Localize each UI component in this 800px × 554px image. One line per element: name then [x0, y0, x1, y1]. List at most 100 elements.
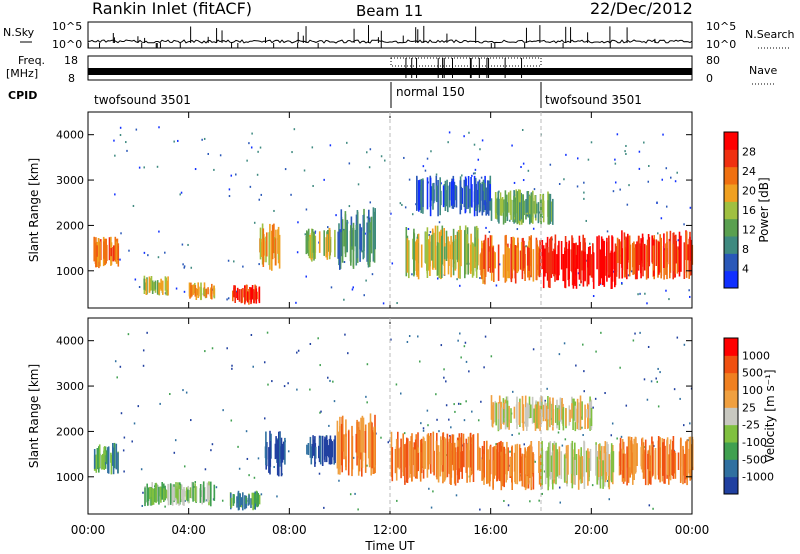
range-gate-streak [483, 183, 486, 201]
range-gate-streak [232, 290, 234, 302]
velocity-colorbar-tick-label: 100 [742, 384, 763, 397]
range-gate-streak [507, 447, 509, 472]
range-gate-streak [313, 231, 315, 261]
colorbar-swatch [724, 442, 738, 460]
range-gate-streak [618, 242, 621, 279]
range-gate-streak [252, 492, 254, 511]
scatter-speck [459, 284, 461, 287]
scatter-speck [193, 485, 195, 488]
scatter-speck [357, 508, 359, 511]
range-gate-streak [245, 496, 247, 504]
range-gate-streak [685, 441, 687, 480]
scatter-speck [495, 284, 498, 287]
scatter-speck [366, 151, 368, 154]
range-gate-streak [496, 198, 499, 214]
scatter-speck [582, 343, 584, 346]
range-gate-streak [210, 287, 212, 299]
scatter-speck [440, 182, 442, 185]
scatter-speck [284, 168, 287, 171]
scatter-speck [608, 498, 611, 501]
range-gate-streak [514, 245, 516, 279]
scatter-speck [435, 393, 437, 396]
scatter-speck [293, 128, 296, 131]
range-gate-streak [597, 460, 600, 477]
scatter-speck [290, 193, 292, 196]
range-gate-streak [150, 276, 153, 291]
scatter-speck [114, 360, 117, 363]
scatter-speck [190, 266, 193, 269]
scatter-speck [253, 221, 256, 224]
range-gate-streak [314, 446, 317, 459]
range-gate-streak [356, 210, 359, 259]
scatter-speck [627, 274, 630, 277]
scatter-speck [258, 198, 261, 201]
range-gate-streak [590, 254, 593, 278]
range-gate-streak [512, 241, 514, 269]
scatter-speck [332, 380, 334, 383]
range-gate-streak [547, 451, 550, 487]
colorbar-swatch [724, 459, 738, 478]
scatter-speck [183, 290, 186, 293]
velocity-colorbar: 1000 500 100 25 -25 -100 -500 -1000 [723, 337, 774, 495]
range-gate-streak [499, 192, 502, 216]
range-gate-streak [432, 183, 434, 210]
range-gate-streak [521, 453, 524, 487]
range-gate-streak [374, 426, 376, 474]
scatter-speck [114, 193, 116, 196]
velocity-colorbar-tick-label: 25 [742, 401, 756, 414]
scatter-speck [448, 418, 450, 421]
scatter-speck [479, 148, 481, 151]
range-gate-streak [420, 190, 422, 203]
range-gate-streak [429, 435, 431, 465]
range-gate-streak [108, 237, 111, 261]
range-gate-streak [355, 433, 358, 453]
range-gate-streak [449, 182, 451, 201]
scatter-speck [426, 157, 429, 160]
range-gate-streak [466, 234, 468, 263]
range-gate-streak [424, 441, 426, 469]
scatter-speck [211, 347, 214, 350]
nave-tick-top: 80 [706, 54, 720, 67]
range-gate-streak [549, 397, 551, 428]
colorbar-swatch [724, 201, 738, 220]
scatter-speck [509, 450, 511, 453]
scatter-speck [538, 499, 540, 502]
range-gate-streak [402, 433, 404, 473]
range-gate-streak [644, 451, 647, 470]
range-gate-streak [194, 287, 197, 297]
range-gate-streak [516, 247, 519, 274]
scatter-speck [583, 370, 585, 373]
scatter-speck [391, 262, 394, 265]
scatter-speck [382, 302, 385, 305]
range-gate-streak [374, 208, 376, 250]
scatter-speck [614, 162, 617, 165]
range-gate-streak [474, 179, 477, 208]
range-gate-streak [341, 219, 344, 263]
range-gate-streak [459, 225, 461, 279]
range-gate-streak [536, 240, 538, 266]
range-gate-streak [171, 486, 174, 506]
range-gate-streak [549, 238, 551, 288]
range-gate-streak [331, 441, 333, 458]
freq-trace [88, 57, 692, 78]
range-gate-streak [527, 447, 529, 474]
range-gate-streak [581, 401, 583, 420]
range-gate-streak [416, 175, 418, 206]
scatter-speck [630, 270, 633, 273]
range-gate-streak [521, 395, 524, 424]
colorbar-swatch [724, 476, 738, 495]
range-gate-streak [574, 459, 576, 485]
scatter-speck [182, 263, 184, 266]
scatter-speck [333, 400, 336, 403]
range-gate-streak [489, 235, 492, 268]
range-gate-streak [509, 457, 512, 477]
range-gate-streak [640, 447, 642, 467]
scatter-speck [538, 211, 540, 214]
range-gate-streak [643, 243, 646, 271]
range-gate-streak [501, 407, 503, 424]
x-tick-label: 08:00 [272, 523, 307, 537]
range-gate-streak [318, 445, 320, 459]
scatter-speck [384, 159, 386, 162]
range-gate-streak [310, 446, 313, 465]
range-gate-streak [452, 178, 455, 205]
